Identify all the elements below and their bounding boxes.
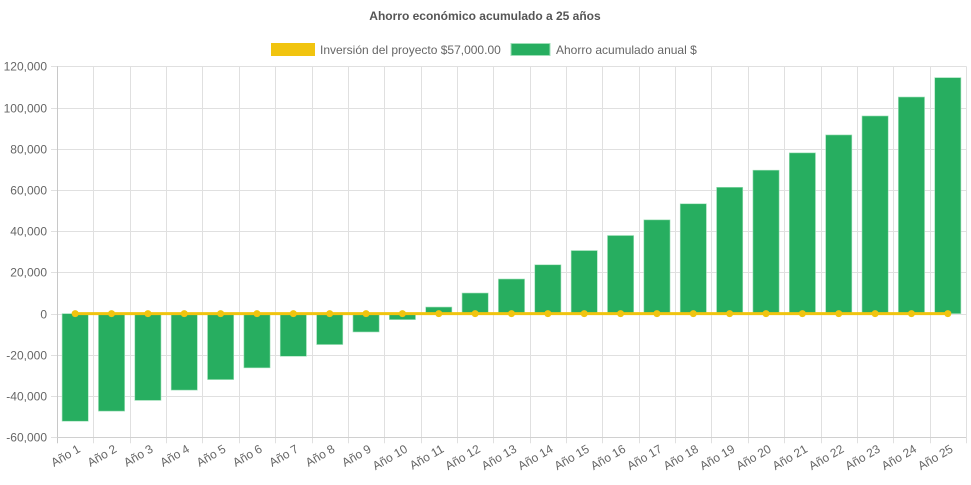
y-tick-label: 120,000 bbox=[4, 60, 48, 74]
x-tick-label: Año 21 bbox=[770, 442, 810, 473]
x-tick-label: Año 3 bbox=[121, 442, 155, 470]
bar[interactable] bbox=[316, 313, 344, 345]
bar[interactable] bbox=[170, 313, 198, 391]
y-tick-label: -20,000 bbox=[6, 349, 47, 363]
line-point[interactable] bbox=[798, 310, 806, 318]
x-tick-label: Año 1 bbox=[49, 442, 83, 470]
x-tick-label: Año 11 bbox=[407, 442, 446, 473]
y-tick-label: 60,000 bbox=[10, 184, 47, 198]
x-tick-label: Año 10 bbox=[370, 442, 410, 473]
y-axis: 120,000 100,000 80,000 60,000 40,000 20,000 0 -… bbox=[4, 60, 48, 445]
legend-label-investment: Inversión del proyecto $57,000.00 bbox=[320, 43, 501, 57]
line-point[interactable] bbox=[71, 310, 79, 318]
line-point[interactable] bbox=[617, 310, 625, 318]
x-tick-label: Año 17 bbox=[624, 442, 664, 473]
grid bbox=[51, 66, 967, 444]
x-tick-label: Año 6 bbox=[230, 442, 264, 470]
line-point[interactable] bbox=[835, 310, 843, 318]
legend-swatch-savings bbox=[510, 43, 551, 56]
line-point[interactable] bbox=[217, 310, 225, 318]
x-tick-label: Año 12 bbox=[443, 442, 483, 473]
x-tick-label: Año 16 bbox=[588, 442, 628, 473]
bar[interactable] bbox=[498, 278, 525, 314]
y-tick-label: -60,000 bbox=[6, 431, 47, 445]
bar[interactable] bbox=[788, 152, 816, 314]
line-point[interactable] bbox=[726, 310, 734, 318]
line-point[interactable] bbox=[435, 310, 443, 318]
x-tick-label: Año 8 bbox=[303, 442, 337, 470]
x-tick-label: Año 20 bbox=[734, 442, 774, 473]
line-point[interactable] bbox=[907, 310, 915, 318]
bar[interactable] bbox=[934, 77, 962, 314]
x-tick-label: Año 13 bbox=[479, 442, 519, 473]
bar[interactable] bbox=[825, 134, 853, 314]
bar[interactable] bbox=[279, 313, 307, 357]
line-point[interactable] bbox=[398, 310, 406, 318]
line-point[interactable] bbox=[580, 310, 588, 318]
bar[interactable] bbox=[134, 313, 162, 401]
bar[interactable] bbox=[570, 250, 598, 314]
bar[interactable] bbox=[243, 313, 271, 369]
line-point[interactable] bbox=[944, 310, 952, 318]
legend-swatch-investment bbox=[271, 43, 315, 56]
bar[interactable] bbox=[207, 313, 235, 380]
y-tick-label: 100,000 bbox=[4, 102, 48, 116]
bar-series bbox=[61, 77, 962, 422]
y-tick-label: -40,000 bbox=[6, 390, 47, 404]
y-tick-label: 80,000 bbox=[10, 143, 47, 157]
x-tick-label: Año 14 bbox=[515, 442, 555, 473]
x-tick-label: Año 22 bbox=[806, 442, 846, 473]
x-tick-label: Año 2 bbox=[85, 442, 119, 470]
line-point[interactable] bbox=[871, 310, 879, 318]
x-tick-label: Año 18 bbox=[661, 442, 701, 473]
line-point[interactable] bbox=[544, 310, 552, 318]
line-point[interactable] bbox=[180, 310, 188, 318]
line-point[interactable] bbox=[289, 310, 297, 318]
y-tick-label: 40,000 bbox=[10, 225, 47, 239]
bar[interactable] bbox=[643, 219, 671, 314]
legend-label-savings: Ahorro acumulado anual $ bbox=[556, 43, 697, 57]
line-series bbox=[71, 310, 952, 318]
bar[interactable] bbox=[534, 264, 562, 314]
bar[interactable] bbox=[752, 169, 780, 314]
x-tick-label: Año 19 bbox=[697, 442, 737, 473]
x-tick-label: Año 24 bbox=[879, 442, 919, 473]
x-axis: Año 1 Año 2 Año 3 Año 4 Año 5 Año 6 Año 7 Año 8… bbox=[49, 442, 956, 473]
line-point[interactable] bbox=[362, 310, 370, 318]
x-tick-label: Año 4 bbox=[158, 442, 192, 470]
chart-title: Ahorro económico acumulado a 25 años bbox=[369, 9, 601, 23]
bar[interactable] bbox=[61, 313, 89, 422]
legend: Inversión del proyecto $57,000.00 Ahorro… bbox=[271, 43, 697, 57]
bar[interactable] bbox=[98, 313, 125, 412]
line-point[interactable] bbox=[471, 310, 479, 318]
x-tick-label: Año 25 bbox=[915, 442, 955, 473]
legend-item-savings[interactable]: Ahorro acumulado anual $ bbox=[510, 43, 697, 57]
x-tick-label: Año 5 bbox=[194, 442, 228, 470]
y-tick-label: 0 bbox=[40, 308, 47, 322]
bar[interactable] bbox=[716, 186, 744, 314]
legend-item-investment[interactable]: Inversión del proyecto $57,000.00 bbox=[271, 43, 501, 57]
line-point[interactable] bbox=[508, 310, 515, 318]
x-tick-label: Año 7 bbox=[267, 442, 301, 470]
x-tick-label: Año 15 bbox=[552, 442, 592, 473]
bar[interactable] bbox=[607, 235, 634, 314]
line-point[interactable] bbox=[253, 310, 261, 318]
bar[interactable] bbox=[679, 203, 707, 314]
line-point[interactable] bbox=[144, 310, 152, 318]
line-point[interactable] bbox=[326, 310, 334, 318]
x-tick-label: Año 9 bbox=[339, 442, 373, 470]
line-point[interactable] bbox=[108, 310, 116, 318]
line-point[interactable] bbox=[653, 310, 661, 318]
y-tick-label: 20,000 bbox=[10, 266, 47, 280]
bar[interactable] bbox=[898, 96, 925, 314]
line-point[interactable] bbox=[762, 310, 770, 318]
line-point[interactable] bbox=[689, 310, 697, 318]
bar[interactable] bbox=[861, 115, 889, 314]
x-tick-label: Año 23 bbox=[843, 442, 883, 473]
